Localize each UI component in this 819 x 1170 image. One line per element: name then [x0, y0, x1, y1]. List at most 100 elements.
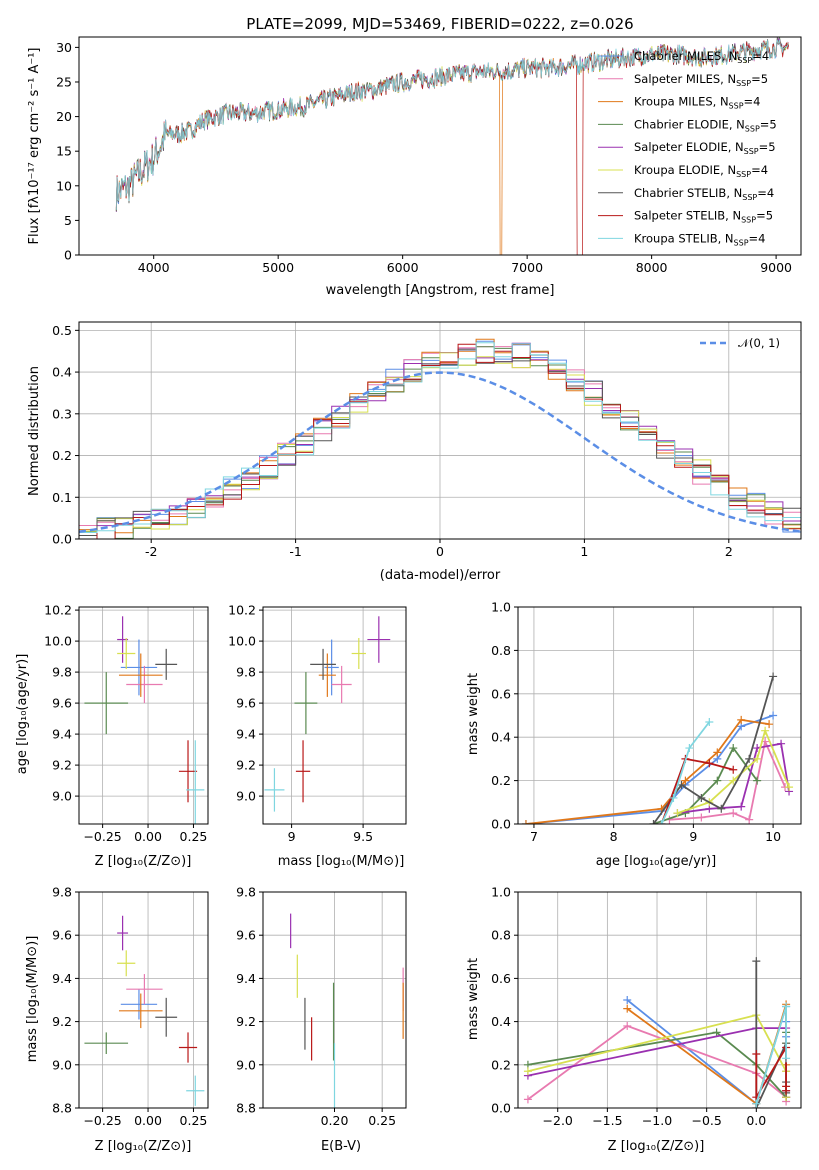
y-tick-label: 9.2: [52, 1014, 72, 1029]
mass-weight-line: [525, 714, 774, 824]
mw-age-ylabel: mass weight: [466, 673, 481, 755]
mass-ebv-xlabel: E(B-V): [321, 1139, 361, 1154]
mass-weight-point: [761, 726, 770, 735]
mass-weight-point: [737, 715, 746, 724]
y-tick-label: 0.0: [491, 1101, 511, 1116]
legend-label: Salpeter ELODIE, NSSP=5: [634, 140, 776, 156]
x-tick-label: −1.5: [592, 1113, 622, 1128]
mass-weight-point: [697, 813, 706, 822]
mass-weight-point: [782, 1054, 791, 1063]
spectrum-frame: [78, 36, 802, 256]
y-tick-label: 9.0: [52, 1057, 72, 1072]
y-tick-label: 20: [56, 109, 72, 124]
mass-weight-point: [729, 744, 738, 753]
mass-weight-point: [785, 783, 794, 792]
mass-weight-point: [753, 776, 762, 785]
y-tick-label: 0.2: [52, 448, 72, 463]
x-tick-label: 9.5: [353, 829, 373, 844]
x-tick-label: 0.00: [134, 1113, 162, 1128]
mass-weight-point: [752, 1099, 761, 1108]
y-tick-label: 0.2: [491, 773, 511, 788]
y-tick-label: 10.2: [228, 603, 256, 618]
y-tick-label: 9.4: [52, 971, 72, 986]
y-tick-label: 0.4: [491, 730, 511, 745]
mass-weight-point: [705, 759, 714, 768]
mass-weight-point: [737, 802, 746, 811]
mass-weight-line: [653, 746, 758, 824]
age-vs-metallicity-panel: −0.25 0.00 0.25 9.0 9.2 9.4 9.6 9.8 10.0 10.2: [44, 603, 209, 844]
x-tick-label: 0: [436, 544, 444, 559]
mass-weight-point: [752, 1050, 761, 1058]
x-tick-label: −2.0: [543, 1113, 573, 1128]
x-tick-label: 0.20: [321, 1113, 349, 1128]
mass-weight-point: [752, 957, 761, 966]
y-tick-label: 0.6: [491, 686, 511, 701]
mass-weight-line: [652, 676, 774, 824]
y-tick-label: 0.0: [491, 817, 511, 832]
y-tick-label: 10: [56, 178, 72, 193]
y-tick-label: 9.0: [236, 789, 256, 804]
mass-vs-metallicity-panel: −0.25 0.00 0.25 8.8 9.0 9.2 9.4 9.6 9.8: [52, 885, 209, 1128]
mass-weight-point: [769, 711, 778, 720]
y-tick-label: 9.2: [236, 1014, 256, 1029]
y-tick-label: 10.0: [228, 634, 256, 649]
mass-weight-point: [657, 820, 666, 824]
x-tick-label: 1: [580, 544, 588, 559]
mass-weight-point: [777, 739, 786, 748]
legend-label: Salpeter MILES, NSSP=5: [634, 72, 768, 88]
spectrum-ylabel: Flux [fλ10⁻¹⁷ erg cm⁻² s⁻¹ A⁻¹]: [27, 48, 42, 245]
y-tick-label: 15: [56, 144, 72, 159]
x-tick-label: 5000: [262, 260, 294, 275]
mass-weight-point: [523, 1067, 532, 1076]
y-tick-label: 9.8: [236, 885, 256, 900]
y-tick-label: 9.2: [236, 758, 256, 773]
residuals-panel: -2 -1 0 1 2 0.0 0.1 0.2 0.3 0.4 0.5: [52, 321, 802, 559]
mass-z-ylabel: mass [log₁₀(M/M⊙)]: [25, 936, 40, 1063]
mass-weight-point: [712, 1028, 721, 1037]
y-tick-label: 0.2: [491, 1057, 511, 1072]
mass-weight-point: [782, 1086, 791, 1095]
mass-weight-point: [521, 820, 530, 824]
y-tick-label: 9.4: [52, 727, 72, 742]
legend-label: Kroupa MILES, NSSP=4: [634, 95, 760, 111]
mass-weight-point: [649, 820, 658, 824]
y-tick-label: 0.0: [52, 532, 72, 547]
mw-age-xlabel: age [log₁₀(age/yr)]: [596, 854, 717, 869]
mass-weight-point: [753, 754, 762, 763]
spectrum-panel: 4000 5000 6000 7000 8000 9000 0 5 10 15 20 25 30 Chab…: [56, 36, 802, 275]
y-tick-label: 9.2: [52, 758, 72, 773]
mass-weight-point: [729, 776, 738, 785]
y-tick-label: 0.4: [52, 365, 72, 380]
age_z-frame: [78, 606, 209, 825]
mass-weight-point: [745, 815, 754, 824]
y-tick-label: 8.8: [236, 1101, 256, 1116]
x-tick-label: 9: [689, 829, 697, 844]
y-tick-label: 10.2: [44, 603, 72, 618]
x-tick-label: 8000: [636, 260, 668, 275]
y-tick-label: 9.6: [236, 928, 256, 943]
mass-weight-point: [677, 780, 686, 789]
legend-label: Kroupa STELIB, NSSP=4: [634, 231, 765, 247]
y-tick-label: 9.4: [236, 727, 256, 742]
spectrum-series-line: [115, 39, 789, 210]
mass-weight-point: [745, 754, 754, 763]
legend-label: Kroupa ELODIE, NSSP=4: [634, 163, 768, 179]
mass-weight-vs-age-panel: 7 8 9 10 0.0 0.2 0.4 0.6 0.8 1.0: [491, 600, 802, 844]
x-tick-label: -1: [289, 544, 301, 559]
mass-weight-point: [729, 809, 738, 818]
mw_z-frame: [517, 891, 802, 1109]
mass-weight-line: [669, 738, 786, 821]
gaussian-curve: [78, 371, 802, 533]
mass-weight-vs-metallicity-panel: −2.0 −1.5 −1.0 −0.5 0.0 0.0 0.2 0.4 0.6 0.8 1.0: [491, 885, 802, 1128]
mass-weight-point: [523, 1095, 532, 1104]
y-tick-label: 9.0: [236, 1057, 256, 1072]
x-tick-label: 7000: [511, 260, 543, 275]
y-tick-label: 9.6: [236, 696, 256, 711]
x-tick-label: −0.25: [83, 829, 121, 844]
mass-weight-point: [623, 1021, 632, 1030]
y-tick-label: 0.5: [52, 323, 72, 338]
y-tick-label: 5: [64, 213, 72, 228]
mass_ebv-frame: [262, 891, 407, 1109]
y-tick-label: 0.6: [491, 971, 511, 986]
mass-weight-point: [769, 672, 778, 681]
